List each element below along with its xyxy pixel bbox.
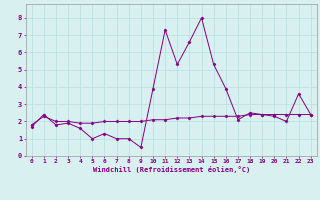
X-axis label: Windchill (Refroidissement éolien,°C): Windchill (Refroidissement éolien,°C) <box>92 166 250 173</box>
